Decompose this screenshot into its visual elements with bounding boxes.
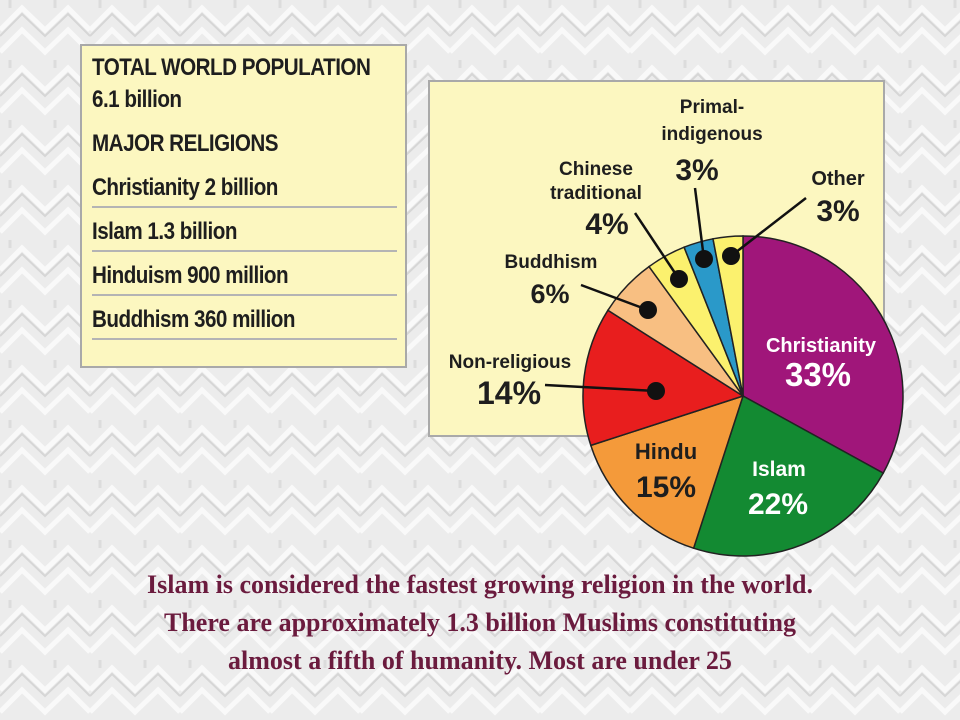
caption: Islam is considered the fastest growing … — [40, 566, 920, 680]
slice-value-primal-indigenous: 3% — [675, 154, 718, 187]
divider — [92, 206, 397, 208]
slice-label-christianity: Christianity — [766, 335, 877, 357]
slice-label-non-religious: Non-religious — [449, 352, 571, 373]
leader-line-other — [730, 197, 807, 257]
leader-dot-other — [722, 247, 740, 265]
slice-value-hindu: 15% — [636, 471, 696, 504]
slice-label-chinese-traditional: traditional — [550, 183, 642, 204]
major-religions-heading: MAJOR RELIGIONS — [92, 130, 279, 157]
stat-item-buddhism: Buddhism 360 million — [92, 306, 296, 333]
slice-label-buddhism: Buddhism — [505, 252, 598, 273]
pie-slice-christianity — [742, 235, 904, 475]
slice-label-hindu: Hindu — [635, 439, 697, 464]
leader-dot-buddhism — [639, 301, 657, 319]
slice-value-islam: 22% — [748, 488, 808, 521]
leader-dot-chinese-traditional — [670, 270, 688, 288]
stat-item-islam: Islam 1.3 billion — [92, 218, 237, 245]
caption-line-3: almost a fifth of humanity. Most are und… — [228, 646, 732, 675]
leader-line-non-religious — [544, 383, 657, 393]
pie-slice-hindu — [589, 394, 745, 550]
slice-value-other: 3% — [816, 195, 859, 228]
slice-label-chinese-traditional: Chinese — [559, 159, 633, 180]
stat-item-christianity: Christianity 2 billion — [92, 174, 278, 201]
pie-slice-other — [712, 235, 744, 397]
pie-slice-non-religious — [582, 309, 745, 447]
divider — [92, 250, 397, 252]
slice-label-other: Other — [811, 168, 865, 190]
slice-value-buddhism: 6% — [530, 279, 569, 309]
leader-line-buddhism — [580, 283, 649, 312]
caption-line-2: There are approximately 1.3 billion Musl… — [164, 608, 796, 637]
total-population-heading: TOTAL WORLD POPULATION — [92, 54, 371, 81]
slice-value-christianity: 33% — [785, 356, 851, 393]
slice-label-primal-indigenous: Primal- — [680, 97, 744, 118]
stat-item-hinduism: Hinduism 900 million — [92, 262, 289, 289]
pie-slice-islam — [692, 394, 885, 557]
slice-value-chinese-traditional: 4% — [585, 208, 628, 241]
slice-value-non-religious: 14% — [477, 375, 541, 411]
slice-label-primal-indigenous: indigenous — [661, 124, 762, 145]
leader-line-chinese-traditional — [633, 212, 681, 280]
caption-line-1: Islam is considered the fastest growing … — [147, 570, 813, 599]
total-population-value: 6.1 billion — [92, 86, 182, 113]
divider — [92, 294, 397, 296]
divider — [92, 338, 397, 340]
leader-dot-non-religious — [647, 382, 665, 400]
slice-label-islam: Islam — [752, 458, 806, 481]
leader-dot-primal-indigenous — [695, 250, 713, 268]
leader-line-primal-indigenous — [693, 187, 706, 260]
